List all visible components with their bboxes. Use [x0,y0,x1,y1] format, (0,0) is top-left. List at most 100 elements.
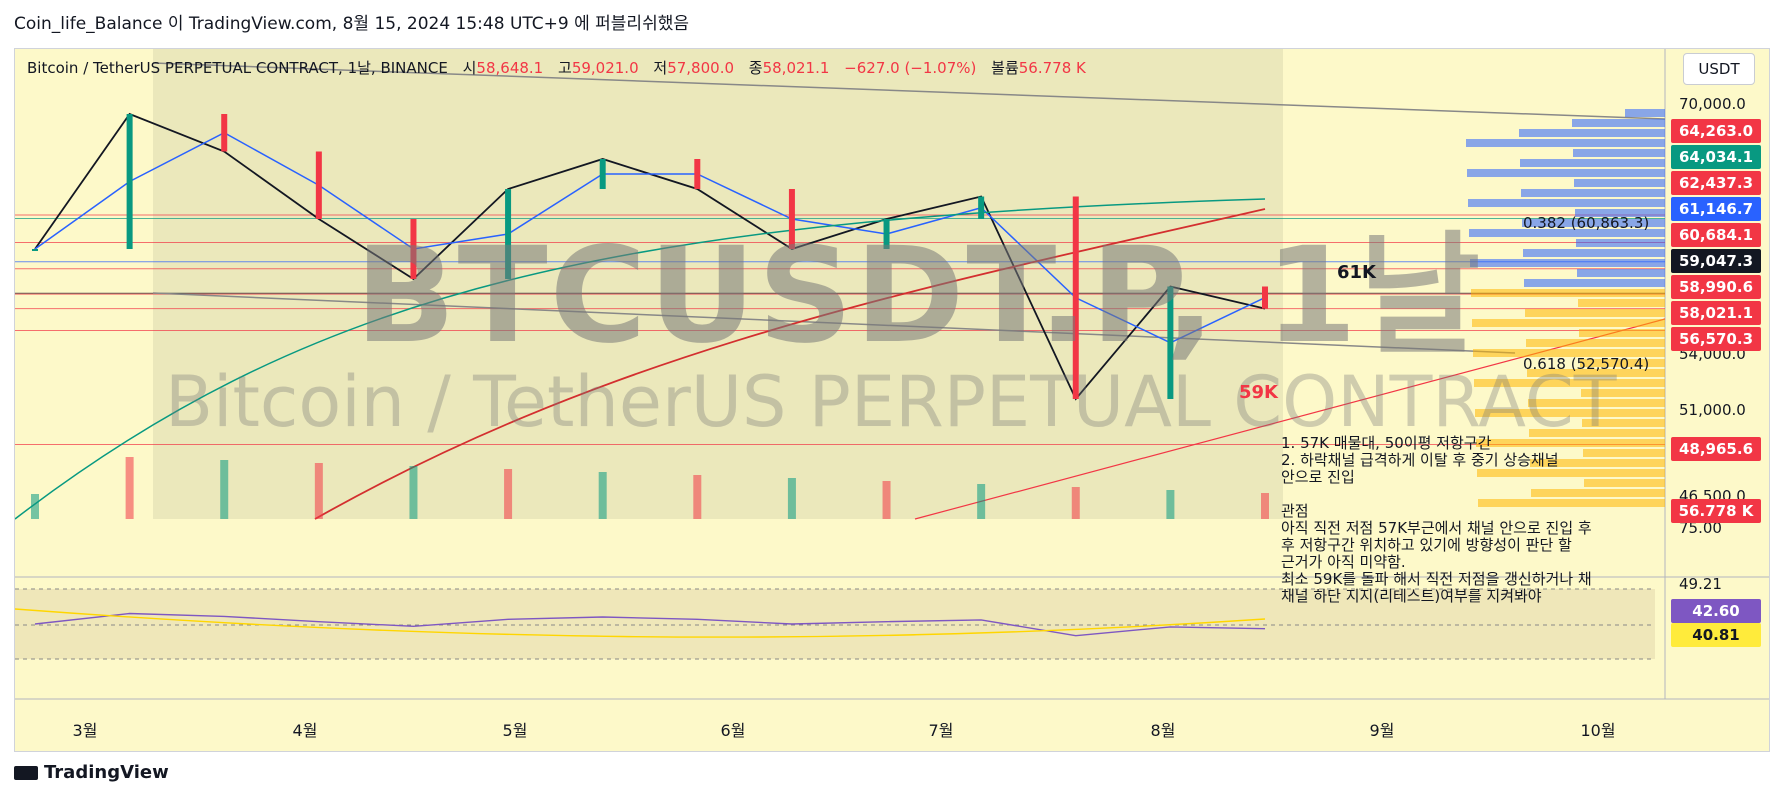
volume-profile-bar [1580,359,1665,367]
volume-profile-bar [1476,439,1665,447]
candle [1072,196,1079,399]
candle [694,159,701,189]
legend-open-label: 시 [462,59,477,77]
month-label: 9월 [1369,721,1395,740]
price-badge: 58,990.6 [1671,275,1761,299]
volume-profile-bar [1578,299,1665,307]
rsi-tick: 49.21 [1679,575,1722,593]
volume-profile-bar [1474,379,1665,387]
candle [315,151,322,219]
volume-profile-bar [1478,499,1665,507]
note-line: 근거가 아직 미약함. [1281,553,1406,571]
watermark-name: Bitcoin / TetherUS PERPETUAL CONTRACT [165,361,1617,443]
volume-bar [1261,493,1269,519]
month-label: 5월 [502,721,528,740]
volume-bar [882,481,891,519]
analysis-note: 1. 57K 매물대, 50이평 저항구간 2. 하락채널 급격하게 이탈 후 … [1281,435,1651,605]
rsi-ma-line [15,608,1266,638]
legend-high: 59,021.0 [571,59,639,77]
legend-high-label: 고 [558,59,572,77]
volume-profile-bar [1579,329,1665,337]
ma-short-line [34,131,1266,344]
ma-long-line [314,208,1266,520]
volume-profile-bar [1523,249,1665,257]
volume-profile-bar [1520,159,1665,167]
volume-profile-bar [1531,489,1665,497]
volume-profile-bar [1526,339,1665,347]
candle [221,114,228,152]
channel-lower-line [152,292,1516,354]
volume-bar [693,475,702,519]
legend-symbol: Bitcoin / TetherUS PERPETUAL CONTRACT, 1… [27,59,448,77]
price-badge: 64,034.1 [1671,145,1761,169]
volume-profile-bar [1581,389,1665,397]
volume-bar [1166,490,1175,519]
publish-header: Coin_life_Balance 이 TradingView.com, 8월 … [0,0,1781,40]
range-box [153,49,1283,519]
price-badge: 48,965.6 [1671,437,1761,461]
publish-line: Coin_life_Balance 이 TradingView.com, 8월 … [14,14,689,34]
price-chart-svg [15,49,1769,700]
price-badge: 56,570.3 [1671,327,1761,351]
volume-profile-bar [1529,429,1665,437]
candle [1167,286,1174,399]
volume-badge: 56.778 K [1671,499,1761,523]
candle [788,189,795,249]
volume-profile-bar [1573,149,1665,157]
legend-change: −627.0 (−1.07%) [844,59,977,77]
volume-profile-bar [1467,169,1665,177]
tradingview-logo[interactable]: TradingView [14,762,169,783]
level-59k-label: 59K [1239,382,1278,403]
volume-profile-bar [1469,229,1665,237]
month-label: 7월 [928,721,954,740]
legend-low: 57,800.0 [667,59,734,77]
volume-bar [1071,487,1080,519]
volume-profile-bar [1519,129,1665,137]
volume-profile-bar [1528,399,1665,407]
note-line: 채널 하단 지지(리테스트)여부를 지켜봐야 [1281,587,1542,605]
volume-bar [125,457,134,519]
note-line: 최소 59K를 돌파 해서 직전 저점을 갱신하거나 채 [1281,570,1592,588]
month-label: 6월 [720,721,746,740]
price-badge: 60,684.1 [1671,223,1761,247]
note-line: 아직 직전 저점 57K부근에서 채널 안으로 진입 후 [1281,519,1592,537]
ohlc-legend: Bitcoin / TetherUS PERPETUAL CONTRACT, 1… [27,57,1086,78]
month-label: 3월 [72,721,98,740]
legend-volume: 56.778 K [1018,59,1086,77]
volume-profile-bar [1530,459,1665,467]
volume-profile-bar [1625,109,1665,117]
volume-profile-bar [1574,179,1665,187]
candle [1262,286,1268,309]
volume-bar [409,466,418,519]
volume-profile-bar [1572,119,1665,127]
volume-profile-bar [1473,349,1665,357]
channel-upper-line [152,62,1666,120]
price-badge: 59,047.3 [1671,249,1761,273]
volume-profile-bar [1576,239,1665,247]
fib-0618-label: 0.618 (52,570.4) [1523,355,1650,373]
chart-area[interactable]: BTCUSDT.P, 1날 Bitcoin / TetherUS PERPETU… [14,48,1770,752]
volume-profile-bar [1468,199,1665,207]
price-tick: 70,000.0 [1679,95,1746,113]
volume-bar [504,469,513,519]
candle [978,196,985,219]
note-line: 2. 하락채널 급격하게 이탈 후 중기 상승채널 [1281,451,1559,469]
note-line: 1. 57K 매물대, 50이평 저항구간 [1281,434,1492,452]
legend-open: 58,648.1 [476,59,544,77]
currency-button[interactable]: USDT [1683,53,1755,85]
volume-bar [314,463,323,519]
volume-profile-bar [1521,189,1665,197]
volume-profile-bar [1584,479,1665,487]
candle [126,114,133,249]
volume-profile-bar [1577,269,1665,277]
watermark-ticker: BTCUSDT.P, 1날 [355,219,1483,373]
rsi-line [34,612,1266,637]
price-badge: 61,146.7 [1671,197,1761,221]
legend-close: 58,021.1 [762,59,830,77]
month-label: 4월 [292,721,318,740]
rsi-band [15,589,1655,659]
volume-profile-bar [1583,449,1665,457]
volume-profile-bar [1472,319,1665,327]
rsi-ma-badge: 40.81 [1671,623,1761,647]
month-label: 8월 [1150,721,1176,740]
